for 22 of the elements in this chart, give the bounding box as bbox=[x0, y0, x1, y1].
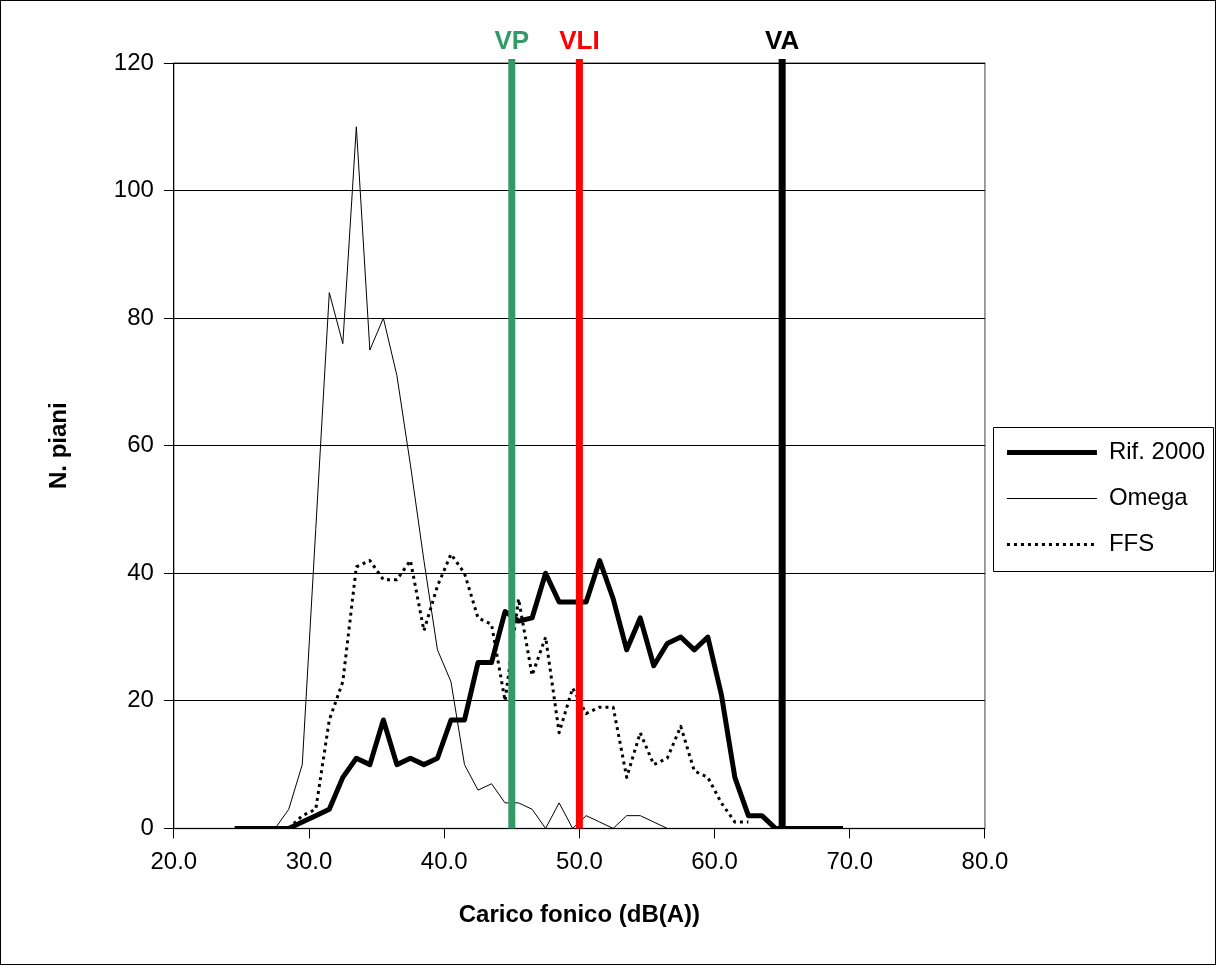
x-tick-label: 20.0 bbox=[150, 847, 198, 875]
x-tick-label: 40.0 bbox=[420, 847, 468, 875]
ref-line-label: VLI bbox=[559, 25, 600, 56]
y-tick-label: 40 bbox=[127, 557, 154, 585]
legend-label: Rif. 2000 bbox=[1108, 437, 1205, 465]
legend-label: Omega bbox=[1108, 483, 1189, 511]
ref-line-label: VP bbox=[494, 25, 530, 56]
y-tick-label: 80 bbox=[127, 302, 154, 330]
y-tick-label: 0 bbox=[140, 813, 154, 841]
x-tick-label: 60.0 bbox=[691, 847, 738, 875]
ref-line-label: VA bbox=[765, 25, 800, 56]
legend-label: FFS bbox=[1108, 529, 1155, 557]
y-tick-label: 60 bbox=[127, 430, 154, 458]
x-axis-title: Carico fonico (dB(A)) bbox=[458, 900, 701, 928]
y-tick-label: 120 bbox=[113, 47, 154, 75]
x-tick-label: 80.0 bbox=[961, 847, 1009, 875]
x-tick-label: 30.0 bbox=[285, 847, 333, 875]
x-tick-label: 50.0 bbox=[556, 847, 603, 875]
x-tick-label: 70.0 bbox=[826, 847, 874, 875]
y-tick-label: 100 bbox=[113, 175, 154, 203]
y-axis-title: N. piani bbox=[44, 402, 72, 490]
y-tick-label: 20 bbox=[127, 685, 154, 713]
